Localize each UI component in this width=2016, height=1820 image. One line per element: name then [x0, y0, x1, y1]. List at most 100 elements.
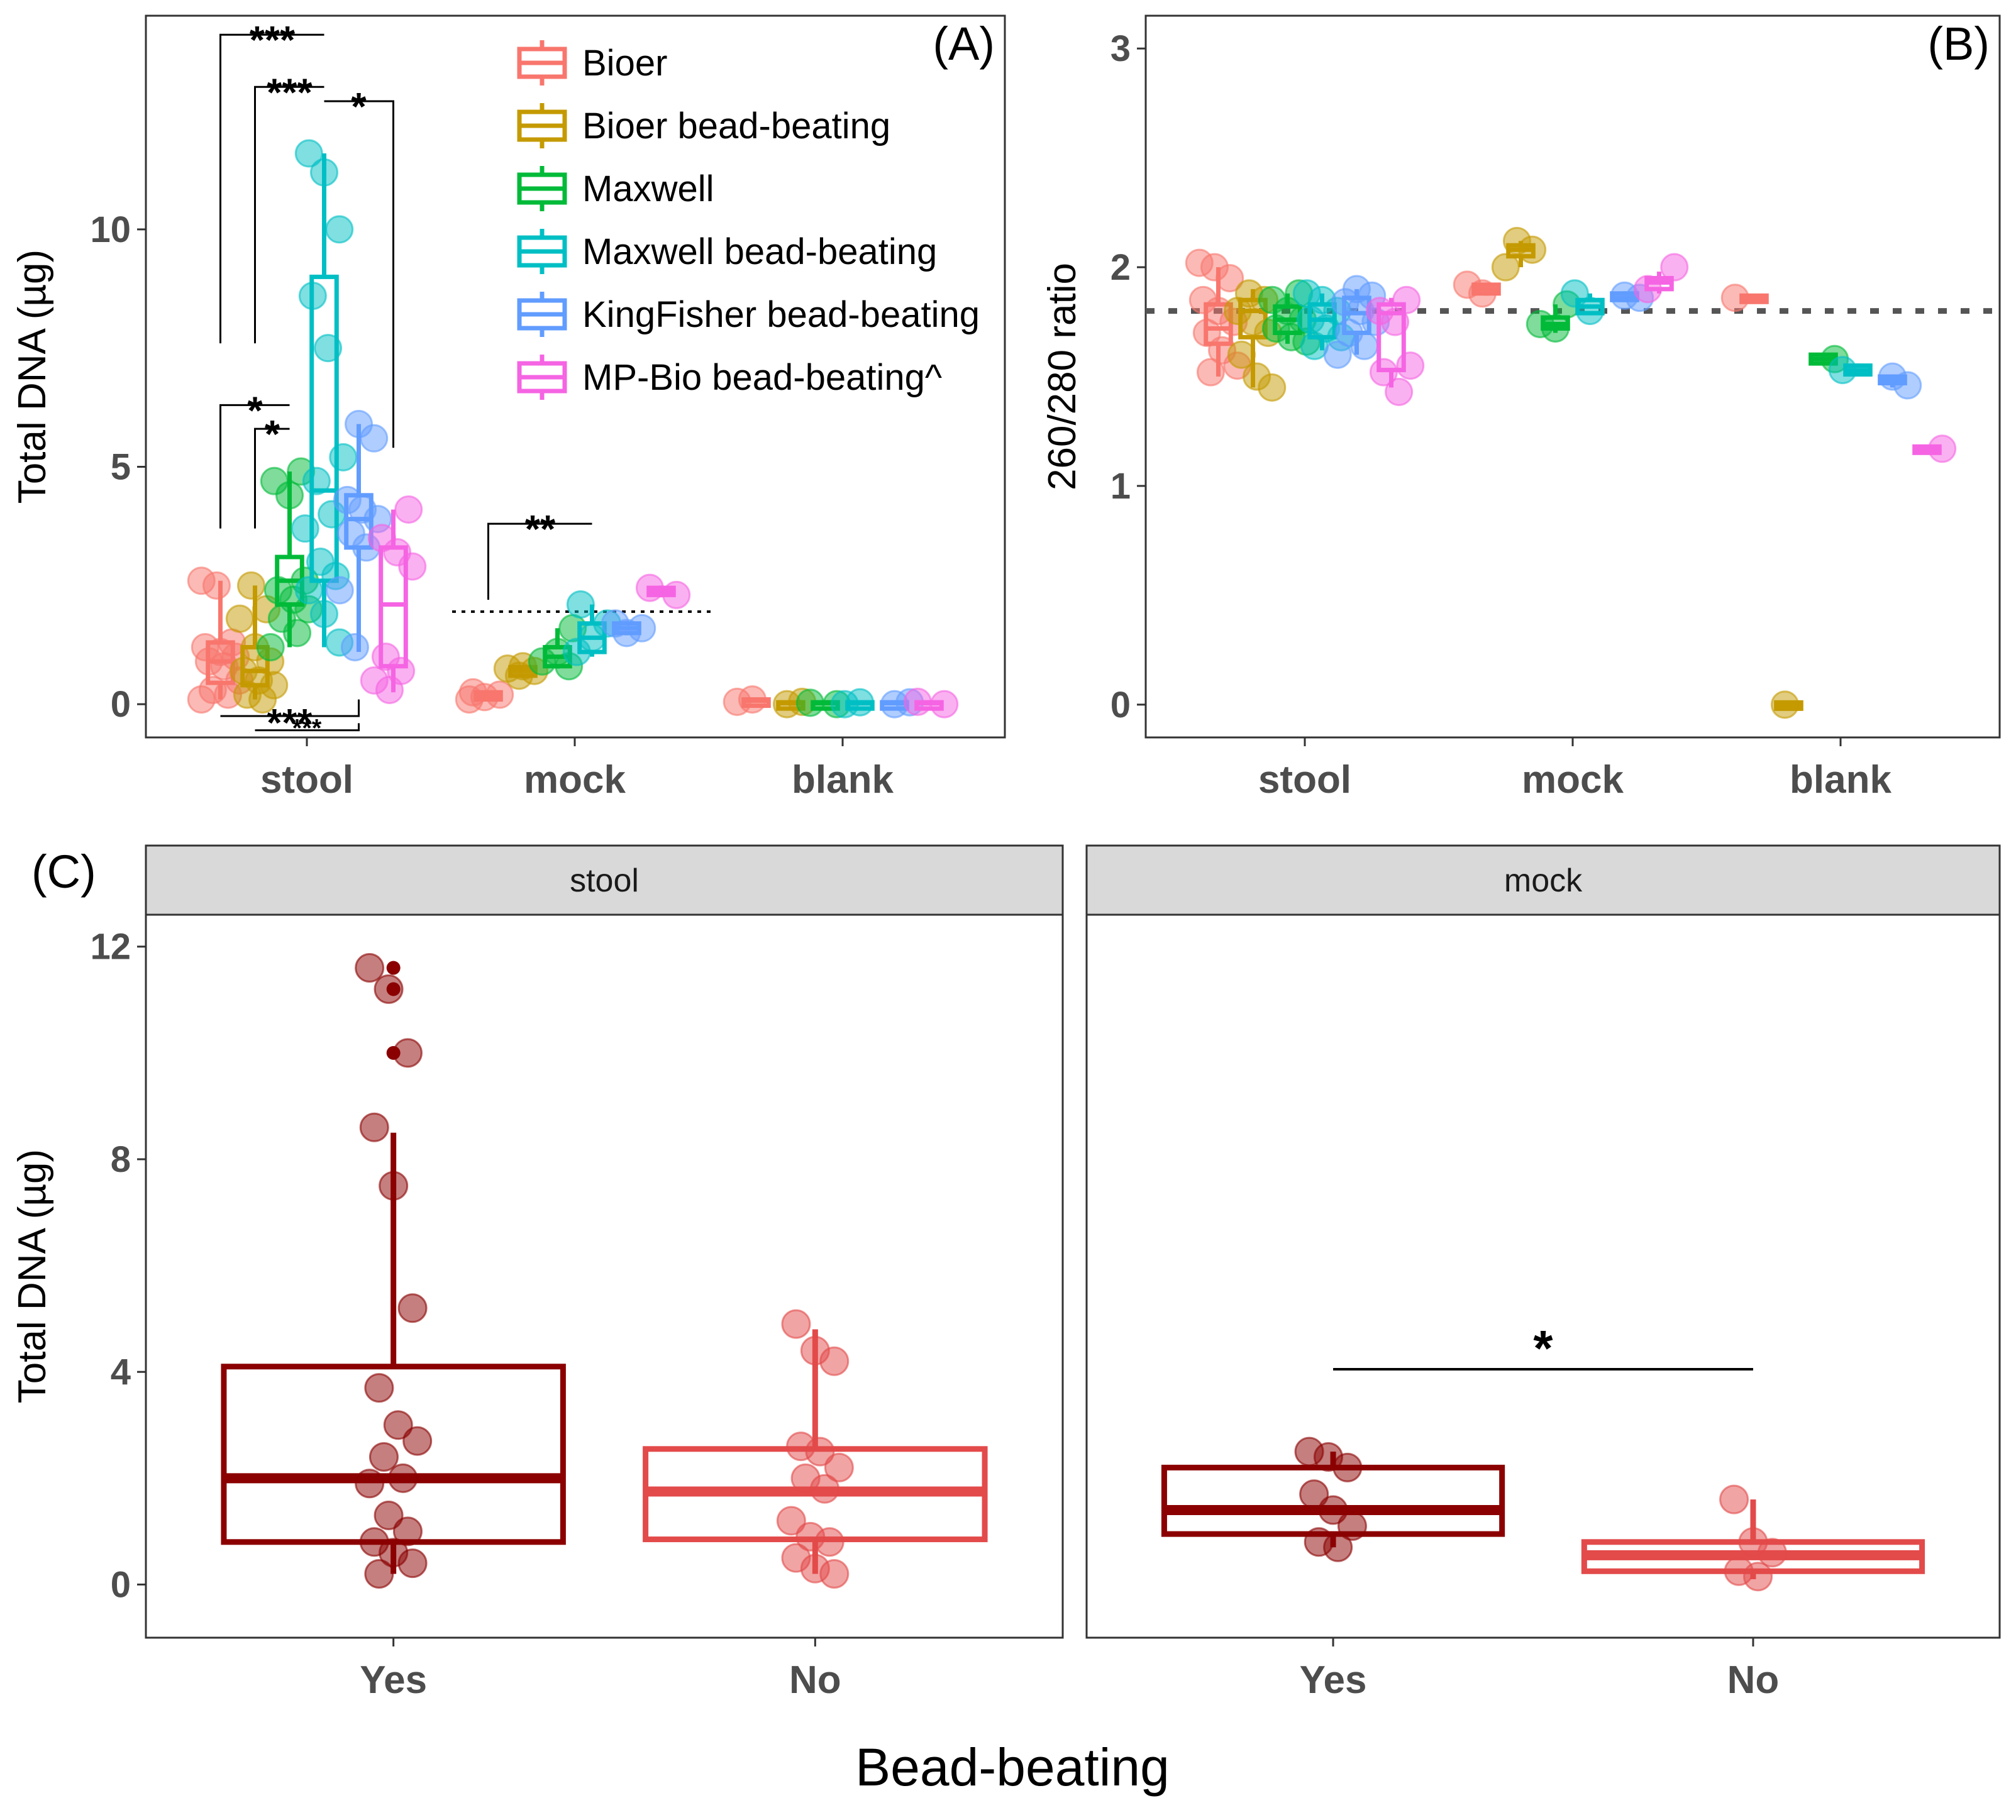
data-point — [635, 573, 664, 602]
data-point — [310, 158, 338, 187]
significance-bracket: * — [254, 413, 290, 529]
panel-label: (C) — [31, 846, 96, 898]
significance-bracket: * — [324, 85, 394, 448]
legend-label: Maxwell — [582, 168, 714, 209]
y-tick-label: 4 — [111, 1352, 131, 1393]
data-point — [1720, 284, 1749, 312]
y-tick-label: 0 — [111, 684, 131, 725]
data-point — [310, 600, 338, 629]
data-point — [256, 633, 285, 661]
data-point — [248, 685, 277, 714]
data-point — [1828, 356, 1857, 385]
data-point — [383, 1410, 413, 1440]
data-point — [364, 1373, 394, 1403]
bracket-line — [255, 723, 360, 732]
facet-strip-label: stool — [570, 863, 639, 899]
data-point — [379, 1171, 409, 1201]
data-point — [1576, 297, 1604, 326]
bracket-line — [220, 699, 360, 717]
y-tick-label: 10 — [90, 209, 131, 250]
data-point — [795, 688, 824, 717]
data-point — [364, 1559, 394, 1589]
data-point — [1491, 253, 1520, 282]
data-point — [1770, 690, 1799, 719]
data-point — [824, 1452, 854, 1482]
significance-label: *** — [292, 715, 322, 742]
panel-c: (C) Total DNA (µg) 0 4 8 12 stool Yes No mock Yes N… — [11, 844, 2001, 1702]
bracket-line — [219, 404, 290, 529]
data-point — [374, 1501, 404, 1531]
data-point — [225, 604, 254, 633]
data-point — [1893, 371, 1922, 400]
data-point — [283, 619, 312, 648]
data-point — [819, 1346, 850, 1376]
data-point — [1216, 263, 1244, 292]
significance-bracket: *** — [220, 699, 360, 745]
data-point — [628, 614, 656, 643]
plot-frame — [1085, 913, 2001, 1639]
significance-bracket: ** — [487, 508, 592, 600]
panel-b: 0 1 2 3 260/280 ratio (B) stool mock blank — [1041, 14, 2001, 802]
significance-bracket: *** — [219, 19, 324, 344]
legend-item-bioer: Bioer — [517, 40, 667, 85]
data-point — [903, 687, 932, 716]
data-point — [1719, 1484, 1749, 1514]
data-point — [294, 576, 323, 605]
data-point — [374, 974, 404, 1004]
x-tick-label-stool: stool — [1258, 758, 1351, 802]
significance-label: * — [265, 413, 280, 456]
y-tick-label: 5 — [111, 447, 131, 488]
facet-mock: mock Yes No * — [1085, 844, 2001, 1702]
significance-bracket: * — [219, 389, 290, 529]
significance-bracket: *** — [254, 71, 324, 344]
significance-label: * — [1533, 1320, 1553, 1376]
data-point — [1518, 235, 1547, 264]
data-point — [1743, 1562, 1773, 1592]
data-point — [1227, 340, 1256, 369]
data-point — [187, 685, 216, 714]
bracket-line — [254, 427, 290, 529]
data-point — [1350, 331, 1379, 360]
significance-label: * — [351, 85, 367, 129]
data-point — [566, 590, 595, 619]
outlier-point — [386, 961, 401, 975]
data-point — [1369, 358, 1398, 387]
plot-frame — [145, 913, 1064, 1639]
data-point — [1633, 275, 1662, 304]
data-point — [394, 495, 423, 524]
x-tick-label-no: No — [789, 1658, 841, 1702]
data-point — [329, 443, 358, 472]
data-point — [397, 1548, 428, 1579]
legend-item-maxwell: Maxwell — [517, 166, 714, 211]
data-point — [314, 334, 343, 363]
data-point — [294, 139, 323, 168]
data-point — [458, 678, 487, 707]
facet-strip — [1085, 844, 2001, 916]
x-tick-label-yes: Yes — [360, 1658, 427, 1702]
data-point — [397, 1293, 428, 1323]
data-point — [1337, 1511, 1367, 1541]
data-point — [360, 424, 389, 453]
legend-label: Bioer — [582, 43, 667, 84]
x-tick-label-blank: blank — [792, 758, 894, 802]
data-point — [375, 675, 404, 704]
data-point — [810, 1474, 840, 1504]
data-point — [275, 481, 304, 510]
panel-label: (B) — [1927, 18, 1990, 70]
legend-label: KingFisher bead-beating — [582, 294, 980, 335]
data-point — [202, 571, 231, 600]
bracket-line — [219, 33, 324, 344]
legend-label: MP-Bio bead-beating^ — [582, 357, 942, 398]
data-point — [1332, 1452, 1363, 1482]
y-axis-title: 260/280 ratio — [1041, 263, 1084, 490]
data-point — [340, 633, 369, 661]
legend-label: Maxwell bead-beating — [582, 231, 937, 272]
significance-label: ** — [525, 508, 556, 551]
data-point — [1323, 1532, 1353, 1562]
x-tick-label-stool: stool — [260, 758, 353, 802]
data-point — [388, 1463, 418, 1493]
y-tick-label: 0 — [111, 1564, 131, 1605]
x-tick-label-mock: mock — [524, 758, 626, 802]
data-point — [1258, 373, 1287, 402]
